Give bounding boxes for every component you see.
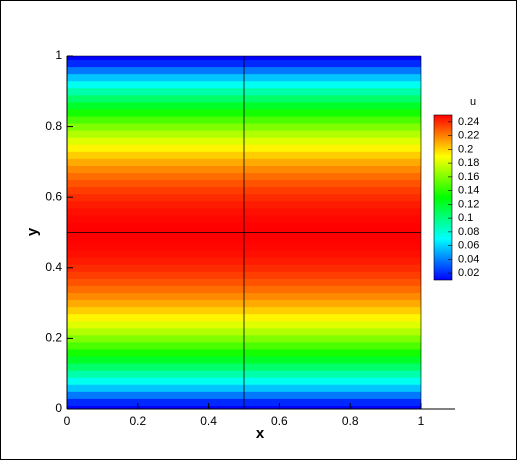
colorbar-tick-label: 0.08: [458, 226, 479, 238]
x-tick-label: 0.2: [129, 414, 146, 428]
colorbar-tick-label: 0.14: [458, 185, 479, 197]
y-tick-label: 0.8: [45, 119, 62, 133]
colorbar-tick-label: 0.18: [458, 157, 479, 169]
colorbar-tick-label: 0.02: [458, 267, 479, 279]
colorbar-tick-label: 0.24: [458, 116, 479, 128]
x-tick-label: 0: [64, 414, 71, 428]
y-tick-label: 0: [55, 401, 62, 415]
x-tick-label: 0.4: [200, 414, 217, 428]
colorbar-tick-label: 0.16: [458, 171, 479, 183]
colorbar-tick-label: 0.1: [458, 212, 473, 224]
colorbar-tick-label: 0.22: [458, 130, 479, 142]
y-tick-label: 0.4: [45, 260, 62, 274]
colorbar-tick-label: 0.06: [458, 240, 479, 252]
colorbar-tick-label: 0.04: [458, 253, 479, 265]
x-tick-label: 1: [418, 414, 425, 428]
y-tick-label: 0.6: [45, 189, 62, 203]
colorbar-tick-label: 0.2: [458, 143, 473, 155]
x-axis-label: x: [256, 425, 265, 442]
y-tick-label: 0.2: [45, 331, 62, 345]
colorbar-title: u: [470, 96, 476, 108]
x-tick-label: 0.8: [342, 414, 359, 428]
colorbar: [433, 114, 453, 281]
colorbar-tick-label: 0.12: [458, 198, 479, 210]
y-axis-label: y: [24, 227, 41, 236]
y-tick-label: 1: [55, 48, 62, 62]
x-tick-label: 0.6: [271, 414, 288, 428]
